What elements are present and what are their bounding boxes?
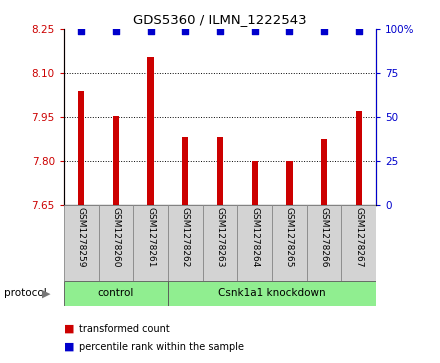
Point xyxy=(77,28,84,34)
Title: GDS5360 / ILMN_1222543: GDS5360 / ILMN_1222543 xyxy=(133,13,307,26)
Text: protocol: protocol xyxy=(4,289,47,298)
Bar xyxy=(203,205,237,281)
Text: control: control xyxy=(98,289,134,298)
Text: GSM1278260: GSM1278260 xyxy=(111,207,121,268)
Point xyxy=(147,28,154,34)
Bar xyxy=(356,111,362,205)
Text: GSM1278267: GSM1278267 xyxy=(354,207,363,268)
Text: Csnk1a1 knockdown: Csnk1a1 knockdown xyxy=(218,289,326,298)
Bar xyxy=(307,205,341,281)
Bar xyxy=(168,205,203,281)
Bar xyxy=(64,281,168,306)
Bar xyxy=(341,205,376,281)
Point xyxy=(112,28,119,34)
Text: ■: ■ xyxy=(64,342,74,352)
Text: GSM1278266: GSM1278266 xyxy=(319,207,329,268)
Bar xyxy=(168,281,376,306)
Bar xyxy=(321,139,327,205)
Point xyxy=(182,28,189,34)
Bar xyxy=(217,137,223,205)
Bar xyxy=(78,91,84,205)
Text: ▶: ▶ xyxy=(42,289,51,298)
Text: ■: ■ xyxy=(64,323,74,334)
Point xyxy=(216,28,224,34)
Text: transformed count: transformed count xyxy=(79,323,170,334)
Text: GSM1278265: GSM1278265 xyxy=(285,207,294,268)
Text: GSM1278264: GSM1278264 xyxy=(250,207,259,268)
Bar xyxy=(237,205,272,281)
Bar xyxy=(286,161,293,205)
Text: GSM1278261: GSM1278261 xyxy=(146,207,155,268)
Point xyxy=(286,28,293,34)
Bar xyxy=(182,137,188,205)
Text: GSM1278263: GSM1278263 xyxy=(216,207,224,268)
Text: GSM1278262: GSM1278262 xyxy=(181,207,190,268)
Point xyxy=(321,28,328,34)
Bar xyxy=(133,205,168,281)
Bar xyxy=(252,161,258,205)
Bar xyxy=(113,115,119,205)
Bar xyxy=(272,205,307,281)
Text: GSM1278259: GSM1278259 xyxy=(77,207,86,268)
Text: percentile rank within the sample: percentile rank within the sample xyxy=(79,342,244,352)
Bar xyxy=(64,205,99,281)
Point xyxy=(356,28,363,34)
Point xyxy=(251,28,258,34)
Bar xyxy=(99,205,133,281)
Bar xyxy=(147,57,154,205)
